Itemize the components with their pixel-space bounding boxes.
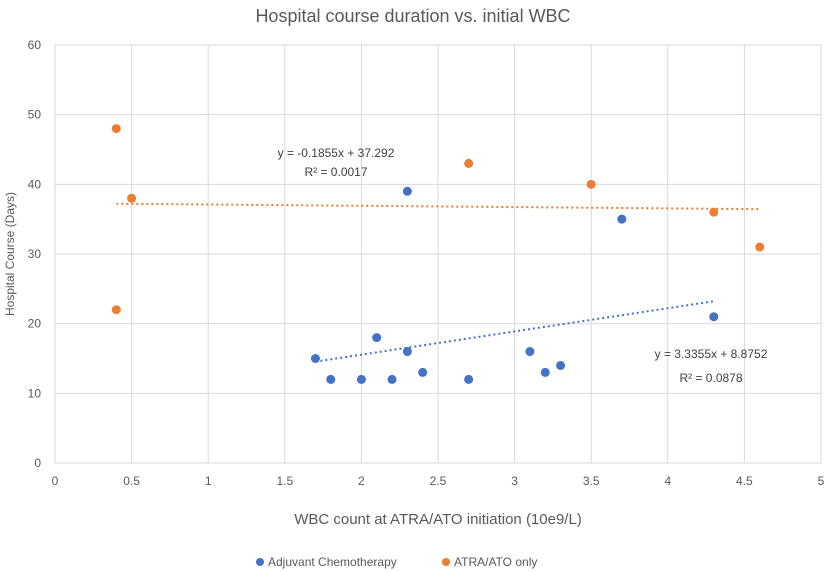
x-tick-label: 3	[511, 474, 518, 488]
y-axis-label: Hospital Course (Days)	[3, 192, 17, 316]
y-tick-label: 0	[34, 456, 41, 470]
trendline-series-0	[315, 300, 714, 363]
trend-r2-atra: R² = 0.0017	[304, 165, 367, 179]
x-tick-label: 2	[358, 474, 365, 488]
data-point-series-0	[617, 214, 627, 224]
data-point-series-0	[418, 367, 428, 377]
x-axis-ticks: 0 0.5 1 1.5 2 2.5 3 3.5 4 4.5 5	[52, 474, 825, 488]
data-point-series-0	[402, 186, 412, 196]
data-point-series-1	[586, 179, 596, 189]
data-point-series-0	[372, 333, 382, 343]
y-tick-label: 50	[28, 108, 42, 122]
x-tick-label: 2.5	[430, 474, 447, 488]
data-point-series-0	[525, 347, 535, 357]
data-points	[111, 124, 765, 384]
data-point-series-0	[556, 360, 566, 370]
x-tick-label: 1	[205, 474, 212, 488]
legend-marker-adjuvant	[256, 558, 264, 566]
y-tick-label: 20	[28, 317, 42, 331]
gridlines	[54, 44, 822, 464]
legend-label-atra: ATRA/ATO only	[454, 555, 537, 569]
legend-label-adjuvant: Adjuvant Chemotherapy	[268, 555, 397, 569]
y-axis-ticks: 0 10 20 30 40 50 60	[28, 38, 42, 470]
x-tick-label: 4.5	[736, 474, 753, 488]
x-tick-label: 0	[52, 474, 59, 488]
trendlines	[116, 202, 760, 363]
x-tick-label: 0.5	[123, 474, 140, 488]
data-point-series-0	[326, 374, 336, 384]
data-point-series-1	[464, 158, 474, 168]
data-point-series-0	[356, 374, 366, 384]
x-tick-label: 5	[818, 474, 825, 488]
trend-r2-adjuvant: R² = 0.0878	[679, 371, 742, 385]
legend: Adjuvant Chemotherapy ATRA/ATO only	[256, 555, 537, 569]
data-point-series-0	[540, 367, 550, 377]
y-tick-label: 40	[28, 177, 42, 191]
x-tick-label: 1.5	[276, 474, 293, 488]
data-point-series-0	[402, 347, 412, 357]
data-point-series-0	[387, 374, 397, 384]
data-point-series-1	[127, 193, 137, 203]
trend-equation-atra: y = -0.1855x + 37.292	[278, 146, 395, 160]
data-point-series-1	[755, 242, 765, 252]
trendline-series-1	[116, 202, 760, 211]
chart-title: Hospital course duration vs. initial WBC	[255, 6, 570, 26]
data-point-series-0	[310, 354, 320, 363]
data-point-series-1	[111, 305, 121, 315]
data-point-series-0	[464, 374, 474, 384]
trend-equation-adjuvant: y = 3.3355x + 8.8752	[655, 347, 768, 361]
x-tick-label: 4	[664, 474, 671, 488]
data-point-series-0	[709, 312, 719, 322]
data-point-series-1	[709, 207, 719, 217]
y-tick-label: 60	[28, 38, 42, 52]
data-point-series-1	[111, 124, 121, 134]
x-axis-label: WBC count at ATRA/ATO initiation (10e9/L…	[294, 511, 582, 528]
legend-marker-atra	[442, 558, 450, 566]
y-tick-label: 10	[28, 386, 42, 400]
y-tick-label: 30	[28, 247, 42, 261]
x-tick-label: 3.5	[583, 474, 600, 488]
